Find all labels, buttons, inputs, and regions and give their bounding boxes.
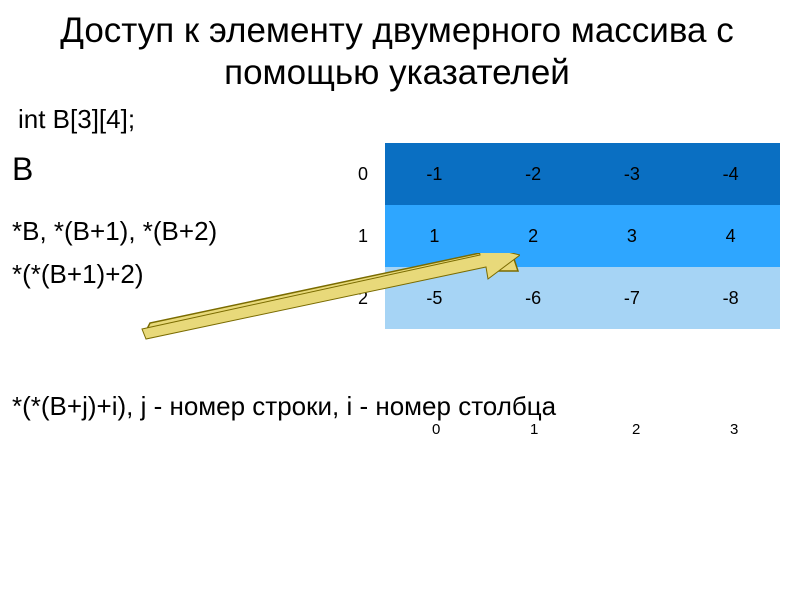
formula-span: *(*(B+j)+i), j - номер строки, i - номер… [12, 391, 556, 421]
row-index: 1 [348, 205, 378, 267]
table-cell: 3 [583, 205, 682, 267]
column-index: 0 [432, 421, 440, 438]
label-deref-list: *B, *(B+1), *(B+2) [12, 216, 342, 247]
pointer-labels: B *B, *(B+1), *(B+2) *(*(B+1)+2) [12, 143, 342, 290]
row-index-column: 0 1 2 [348, 143, 378, 329]
row-index: 2 [348, 267, 378, 329]
table-cell: -7 [583, 267, 682, 329]
table-row: 1 2 3 4 [385, 205, 780, 267]
column-index: 2 [632, 421, 640, 438]
table-cell: -4 [681, 143, 780, 205]
table-row: -5 -6 -7 -8 [385, 267, 780, 329]
column-index: 3 [730, 421, 738, 438]
content-area: B *B, *(B+1), *(B+2) *(*(B+1)+2) 0 1 2 -… [0, 143, 794, 373]
declaration-text: int B[3][4]; [0, 104, 794, 143]
label-element-access: *(*(B+1)+2) [12, 259, 342, 290]
table-cell: 2 [484, 205, 583, 267]
label-B: B [12, 151, 342, 188]
table-row: -1 -2 -3 -4 [385, 143, 780, 205]
table-cell: -8 [681, 267, 780, 329]
table-cell: -1 [385, 143, 484, 205]
table-cell: 4 [681, 205, 780, 267]
slide-title: Доступ к элементу двумерного массива с п… [0, 0, 794, 104]
table-cell: -3 [583, 143, 682, 205]
table-cell: 1 [385, 205, 484, 267]
table-cell: -5 [385, 267, 484, 329]
table-cell: -2 [484, 143, 583, 205]
row-index: 0 [348, 143, 378, 205]
array-table: -1 -2 -3 -4 1 2 3 4 -5 -6 -7 -8 [385, 143, 780, 329]
formula-text: *(*(B+j)+i), j - номер строки, i - номер… [0, 373, 794, 422]
column-index: 1 [530, 421, 538, 438]
table-cell: -6 [484, 267, 583, 329]
